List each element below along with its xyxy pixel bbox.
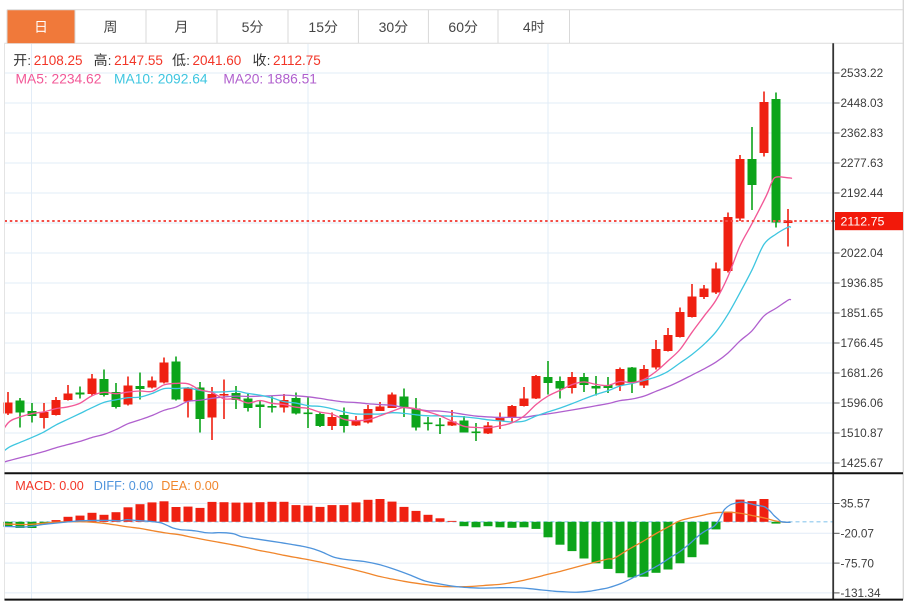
- svg-text:2362.83: 2362.83: [841, 126, 884, 140]
- svg-text:2192.44: 2192.44: [841, 186, 884, 200]
- svg-text:1: 1: [308, 19, 316, 35]
- svg-text::: :: [27, 53, 31, 68]
- svg-text:1681.26: 1681.26: [841, 366, 884, 380]
- svg-text:3: 3: [379, 19, 387, 35]
- svg-text:5: 5: [242, 19, 250, 35]
- svg-text::: :: [267, 53, 271, 68]
- svg-text:2533.22: 2533.22: [841, 66, 884, 80]
- svg-text:2112.75: 2112.75: [841, 214, 885, 228]
- svg-text:4: 4: [523, 19, 531, 35]
- svg-text:0: 0: [386, 19, 394, 35]
- svg-text:35.57: 35.57: [841, 497, 871, 511]
- svg-text:1510.87: 1510.87: [841, 426, 884, 440]
- svg-text:1766.45: 1766.45: [841, 336, 884, 350]
- svg-text:0: 0: [456, 19, 464, 35]
- svg-text:1596.06: 1596.06: [841, 396, 884, 410]
- svg-text:6: 6: [448, 19, 456, 35]
- svg-text:1851.65: 1851.65: [841, 306, 884, 320]
- svg-text:2112.75: 2112.75: [273, 53, 321, 68]
- svg-text:2108.25: 2108.25: [34, 53, 83, 68]
- svg-text:1425.67: 1425.67: [841, 456, 884, 470]
- svg-text:2277.63: 2277.63: [841, 156, 884, 170]
- svg-text:MA20: 1886.51: MA20: 1886.51: [223, 71, 317, 86]
- svg-text:DIFF: 0.00: DIFF: 0.00: [94, 479, 154, 493]
- svg-text:-20.07: -20.07: [841, 527, 874, 541]
- svg-text:DEA: 0.00: DEA: 0.00: [161, 479, 218, 493]
- svg-text::: :: [186, 53, 190, 68]
- svg-text::: :: [108, 53, 112, 68]
- svg-text:2147.55: 2147.55: [114, 53, 163, 68]
- svg-text:-75.70: -75.70: [841, 556, 875, 570]
- svg-text:5: 5: [316, 19, 324, 35]
- svg-text:MACD: 0.00: MACD: 0.00: [15, 479, 84, 493]
- svg-text:2022.04: 2022.04: [841, 246, 884, 260]
- svg-text:2041.60: 2041.60: [193, 53, 242, 68]
- svg-text:-131.34: -131.34: [841, 586, 881, 600]
- svg-text:1936.85: 1936.85: [841, 276, 884, 290]
- svg-text:MA5: 2234.62: MA5: 2234.62: [16, 71, 102, 86]
- svg-text:2448.03: 2448.03: [841, 96, 884, 110]
- svg-text:MA10: 2092.64: MA10: 2092.64: [114, 71, 208, 86]
